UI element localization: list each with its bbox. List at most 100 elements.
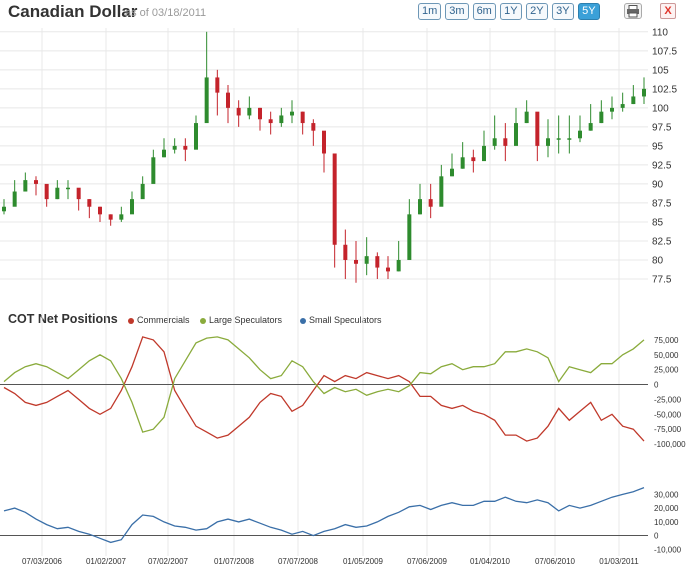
print-button[interactable] [624, 3, 642, 19]
price-candle [258, 107, 262, 120]
price-candle [375, 256, 380, 268]
as-of-date: as of 03/18/2011 [125, 7, 207, 19]
cot-y-tick-label: -50,000 [654, 410, 682, 419]
price-y-tick-label: 77.5 [652, 274, 672, 285]
price-candle [535, 111, 540, 146]
legend-large-speculators-marker [200, 317, 206, 324]
legend-commercials-marker [128, 317, 134, 324]
legend-small-speculators-label: Small Speculators [309, 315, 382, 325]
price-candle [2, 206, 6, 212]
price-candle [215, 77, 220, 93]
legend-small-speculators: Small Speculators [300, 315, 382, 325]
price-candle [151, 157, 156, 184]
cot-y-tick-label: -75,000 [654, 425, 682, 434]
x-tick-label: 07/02/2007 [148, 557, 189, 566]
price-y-tick-label: 95 [652, 141, 664, 152]
range-6m-button[interactable]: 6m [472, 3, 496, 20]
price-candle [514, 123, 518, 146]
price-y-tick-label: 92.5 [652, 160, 672, 171]
cot-y-tick-label: 50,000 [654, 351, 679, 360]
price-candle [546, 138, 550, 146]
price-candle [279, 115, 284, 124]
price-candle [268, 119, 273, 124]
price-candle [76, 187, 81, 200]
price-y-tick-label: 90 [652, 179, 664, 190]
price-candle [183, 145, 188, 150]
price-candle [471, 157, 476, 162]
x-tick-label: 01/05/2009 [343, 557, 384, 566]
price-y-tick-label: 107.5 [652, 46, 677, 57]
x-tick-label: 07/06/2010 [535, 557, 576, 566]
price-candle [172, 145, 177, 150]
cot-y-tick-label: 75,000 [654, 336, 679, 345]
range-1m-button[interactable]: 1m [418, 3, 442, 20]
price-candle [428, 199, 433, 207]
small-y-tick-label: 10,000 [654, 518, 679, 527]
price-candle [524, 111, 529, 124]
range-3m-button[interactable]: 3m [445, 3, 469, 20]
small-y-tick-label: 20,000 [654, 504, 679, 513]
price-y-tick-label: 87.5 [652, 198, 672, 209]
small-y-tick-label: 0 [654, 532, 659, 541]
price-candle [343, 244, 348, 260]
range-5y-button[interactable]: 5Y [577, 3, 600, 20]
price-candle [354, 259, 358, 264]
price-candle [44, 183, 49, 200]
price-candle [87, 199, 92, 207]
price-candle [23, 180, 28, 192]
x-tick-label: 01/04/2010 [470, 557, 511, 566]
cot-y-tick-label: -25,000 [654, 395, 682, 404]
cot-series-large-speculators [3, 336, 645, 433]
price-y-tick-label: 110 [652, 27, 668, 38]
price-y-tick-label: 80 [652, 255, 664, 266]
price-candle [407, 214, 412, 260]
price-candle [492, 138, 497, 146]
price-candle [12, 191, 17, 207]
small-speculators-line [3, 486, 645, 544]
x-tick-label: 07/07/2008 [278, 557, 319, 566]
price-candle [204, 77, 209, 124]
range-selector: 1m 3m 6m 1Y 2Y 3Y 5Y [418, 3, 600, 20]
price-candle [599, 111, 604, 124]
cot-y-tick-label: -100,000 [654, 440, 686, 449]
range-1y-button[interactable]: 1Y [499, 3, 522, 20]
x-tick-label: 01/03/2011 [599, 557, 639, 566]
price-candle [55, 187, 60, 200]
price-candle [108, 214, 113, 220]
price-candle [300, 111, 305, 124]
price-candle [119, 214, 124, 220]
price-y-tick-label: 97.5 [652, 122, 672, 133]
printer-icon [627, 5, 639, 18]
price-y-tick-label: 85 [652, 217, 664, 228]
cot-title: COT Net Positions [8, 312, 118, 326]
price-y-tick-label: 82.5 [652, 236, 672, 247]
price-y-tick-label: 100 [652, 103, 669, 114]
price-candle [34, 180, 38, 184]
cot-series-commercials [3, 336, 645, 442]
price-candle [226, 92, 230, 108]
price-candle [311, 123, 316, 131]
price-y-tick-label: 102.5 [652, 84, 677, 95]
legend-small-speculators-marker [300, 317, 306, 324]
price-candle [418, 199, 422, 215]
price-candle [439, 176, 444, 207]
price-candle [386, 267, 390, 272]
price-candle [247, 107, 252, 116]
price-candle [290, 111, 294, 116]
price-candle [130, 199, 134, 215]
legend-commercials-label: Commercials [137, 315, 190, 325]
price-candle [322, 130, 326, 154]
close-button[interactable]: X [660, 3, 676, 19]
legend-large-speculators-label: Large Speculators [209, 315, 283, 325]
legend-large-speculators: Large Speculators [200, 315, 282, 325]
range-3y-button[interactable]: 3Y [551, 3, 574, 20]
price-candle [162, 149, 166, 158]
range-2y-button[interactable]: 2Y [525, 3, 548, 20]
x-tick-label: 07/03/2006 [22, 557, 63, 566]
price-y-tick-label: 105 [652, 65, 669, 76]
price-candle [556, 138, 561, 140]
x-tick-label: 01/07/2008 [214, 557, 255, 566]
price-candle [332, 153, 337, 245]
